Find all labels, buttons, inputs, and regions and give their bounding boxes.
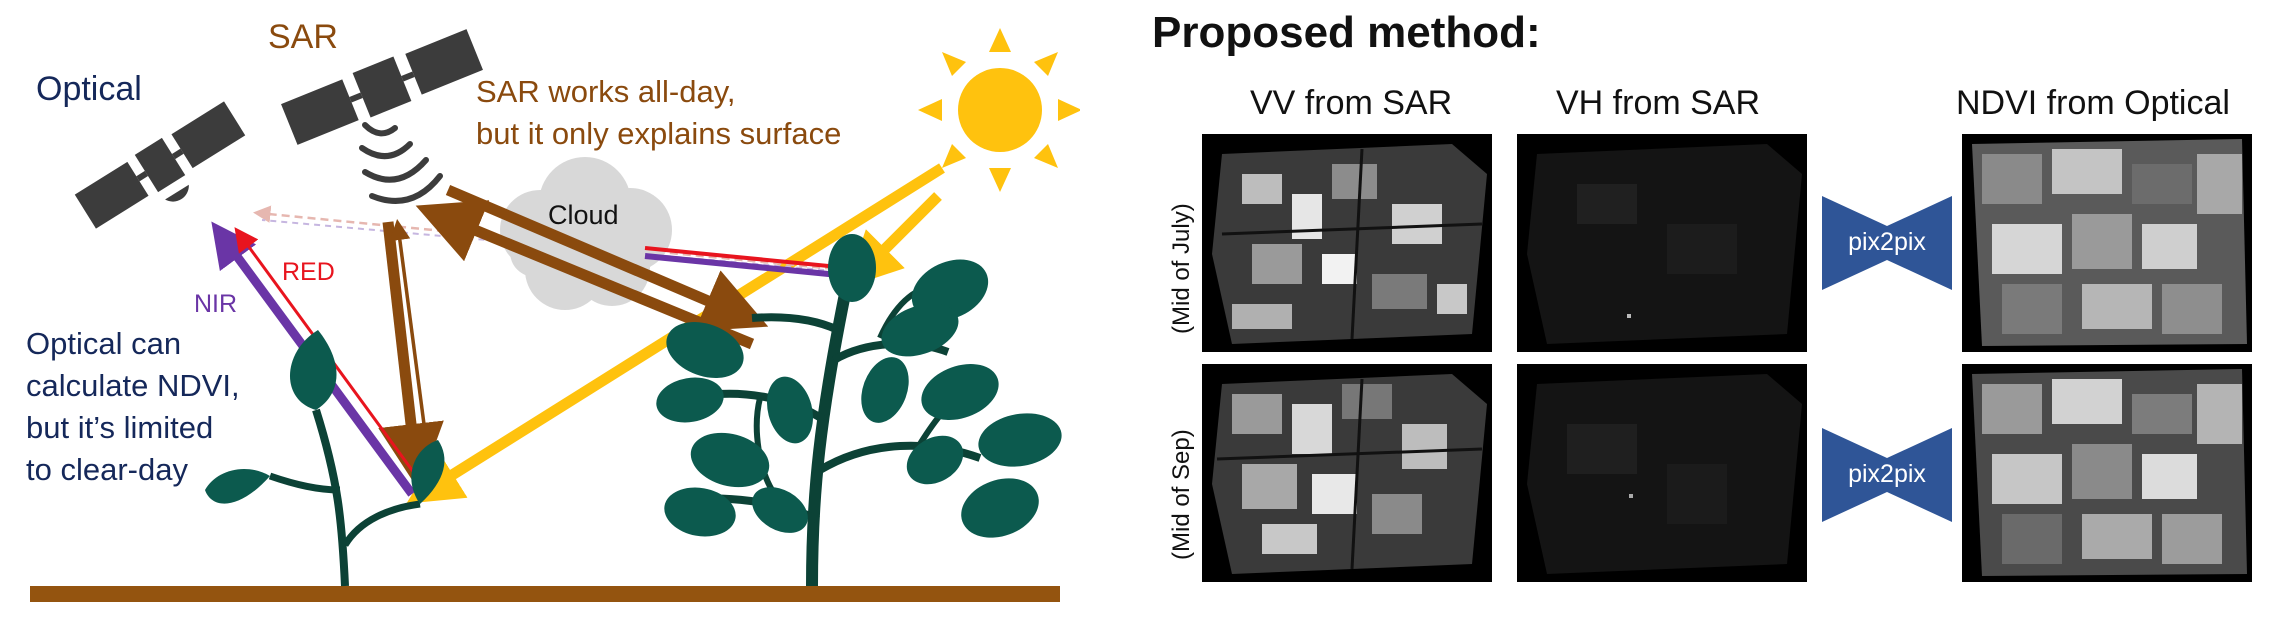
cloud-icon [500, 157, 672, 310]
optical-label: Optical [36, 70, 142, 108]
optical-note-line3: but it’s limited [26, 410, 214, 445]
vv-image-sep [1202, 364, 1492, 582]
vh-texture-july [1527, 144, 1802, 344]
sar-optical-illustration: SAR Optical SAR works all-day, but it on… [0, 0, 1082, 621]
ndvi-texture-july [1972, 139, 2247, 346]
method-title: Proposed method: [1152, 8, 1541, 57]
pix2pix-shape-july [1822, 196, 1952, 290]
red-label: RED [282, 258, 335, 286]
pix2pix-model-sep: pix2pix [1822, 428, 1952, 522]
ground-line [30, 586, 1060, 602]
small-plant-icon [205, 330, 445, 587]
ndvi-image-sep [1962, 364, 2252, 582]
optical-reflection-faint [253, 205, 847, 272]
pix2pix-label-july: pix2pix [1848, 228, 1926, 256]
optical-note-line4: to clear-day [26, 452, 188, 487]
sar-label: SAR [268, 18, 338, 56]
sar-echo-from-plant [389, 219, 432, 471]
cloud-label: Cloud [548, 200, 619, 230]
pix2pix-model-july: pix2pix [1822, 196, 1952, 290]
vh-image-sep [1517, 364, 1807, 582]
optical-reflection-faint-2 [261, 219, 847, 273]
sar-note-line1: SAR works all-day, [476, 74, 736, 109]
vv-texture-july [1212, 144, 1487, 344]
vh-image-july [1517, 134, 1807, 352]
vv-image-july [1202, 134, 1492, 352]
vv-texture-sep [1212, 374, 1487, 574]
optical-satellite-icon [74, 101, 246, 229]
ndvi-texture-sep [1972, 369, 2247, 576]
pix2pix-label-sep: pix2pix [1848, 460, 1926, 488]
sun-icon [918, 28, 1082, 192]
illustration-canvas [30, 28, 1082, 602]
vh-texture-sep [1527, 374, 1802, 574]
sar-note-line2: but it only explains surface [476, 116, 842, 151]
pix2pix-shape-sep [1822, 428, 1952, 522]
tree-nir-reflection [644, 253, 850, 279]
sar-pulse-to-plant [378, 221, 444, 490]
column-header-vv: VV from SAR [1250, 84, 1453, 122]
column-header-ndvi: NDVI from Optical [1956, 84, 2230, 122]
radar-wave-icon [359, 122, 443, 204]
optical-note-line2: calculate NDVI, [26, 368, 240, 403]
row-label-july: (Mid of July) [1168, 203, 1195, 334]
tree-red-reflection [644, 246, 850, 270]
optical-note-line1: Optical can [26, 326, 182, 361]
row-label-sep: (Mid of Sep) [1168, 429, 1195, 560]
sar-satellite-icon [281, 29, 483, 145]
nir-label: NIR [194, 290, 238, 318]
ndvi-image-july [1962, 134, 2252, 352]
column-header-vh: VH from SAR [1556, 84, 1761, 122]
tree-icon [656, 234, 1062, 587]
sar-pulse-to-tree [445, 184, 769, 332]
